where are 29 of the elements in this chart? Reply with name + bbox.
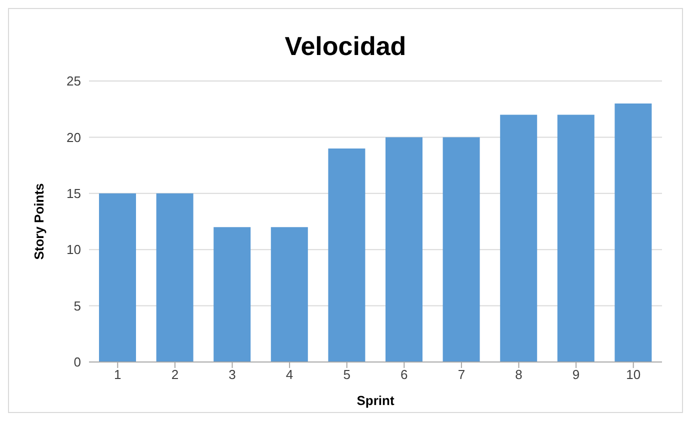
bar [214,227,251,362]
x-axis-title: Sprint [356,393,395,408]
bar [442,137,480,362]
x-tick-label: 8 [515,367,522,382]
x-tick-label: 5 [343,367,350,382]
y-tick-label: 10 [66,242,81,258]
y-axis-title: Story Points [32,183,47,260]
bar [614,103,652,362]
bar [500,114,538,362]
bar [328,148,366,362]
y-tick-label: 0 [74,354,81,370]
x-tick-label: 3 [228,367,236,382]
x-tick-label: 10 [626,367,641,382]
x-tick-label: 2 [171,367,179,382]
bar [557,114,594,362]
x-tick-label: 9 [572,367,580,382]
bar [386,137,422,362]
y-tick-label: 20 [66,130,81,145]
y-tick-label: 25 [66,74,81,89]
x-tick-label: 6 [400,367,408,382]
y-tick-label: 5 [74,298,81,314]
x-tick-label: 4 [286,367,294,382]
x-tick-label: 1 [114,367,122,382]
bar [270,227,308,362]
bar [156,193,194,362]
x-tick-label: 7 [458,367,466,382]
bar [99,193,136,362]
chart-title: Velocidad [284,30,408,63]
y-tick-label: 15 [66,186,81,202]
